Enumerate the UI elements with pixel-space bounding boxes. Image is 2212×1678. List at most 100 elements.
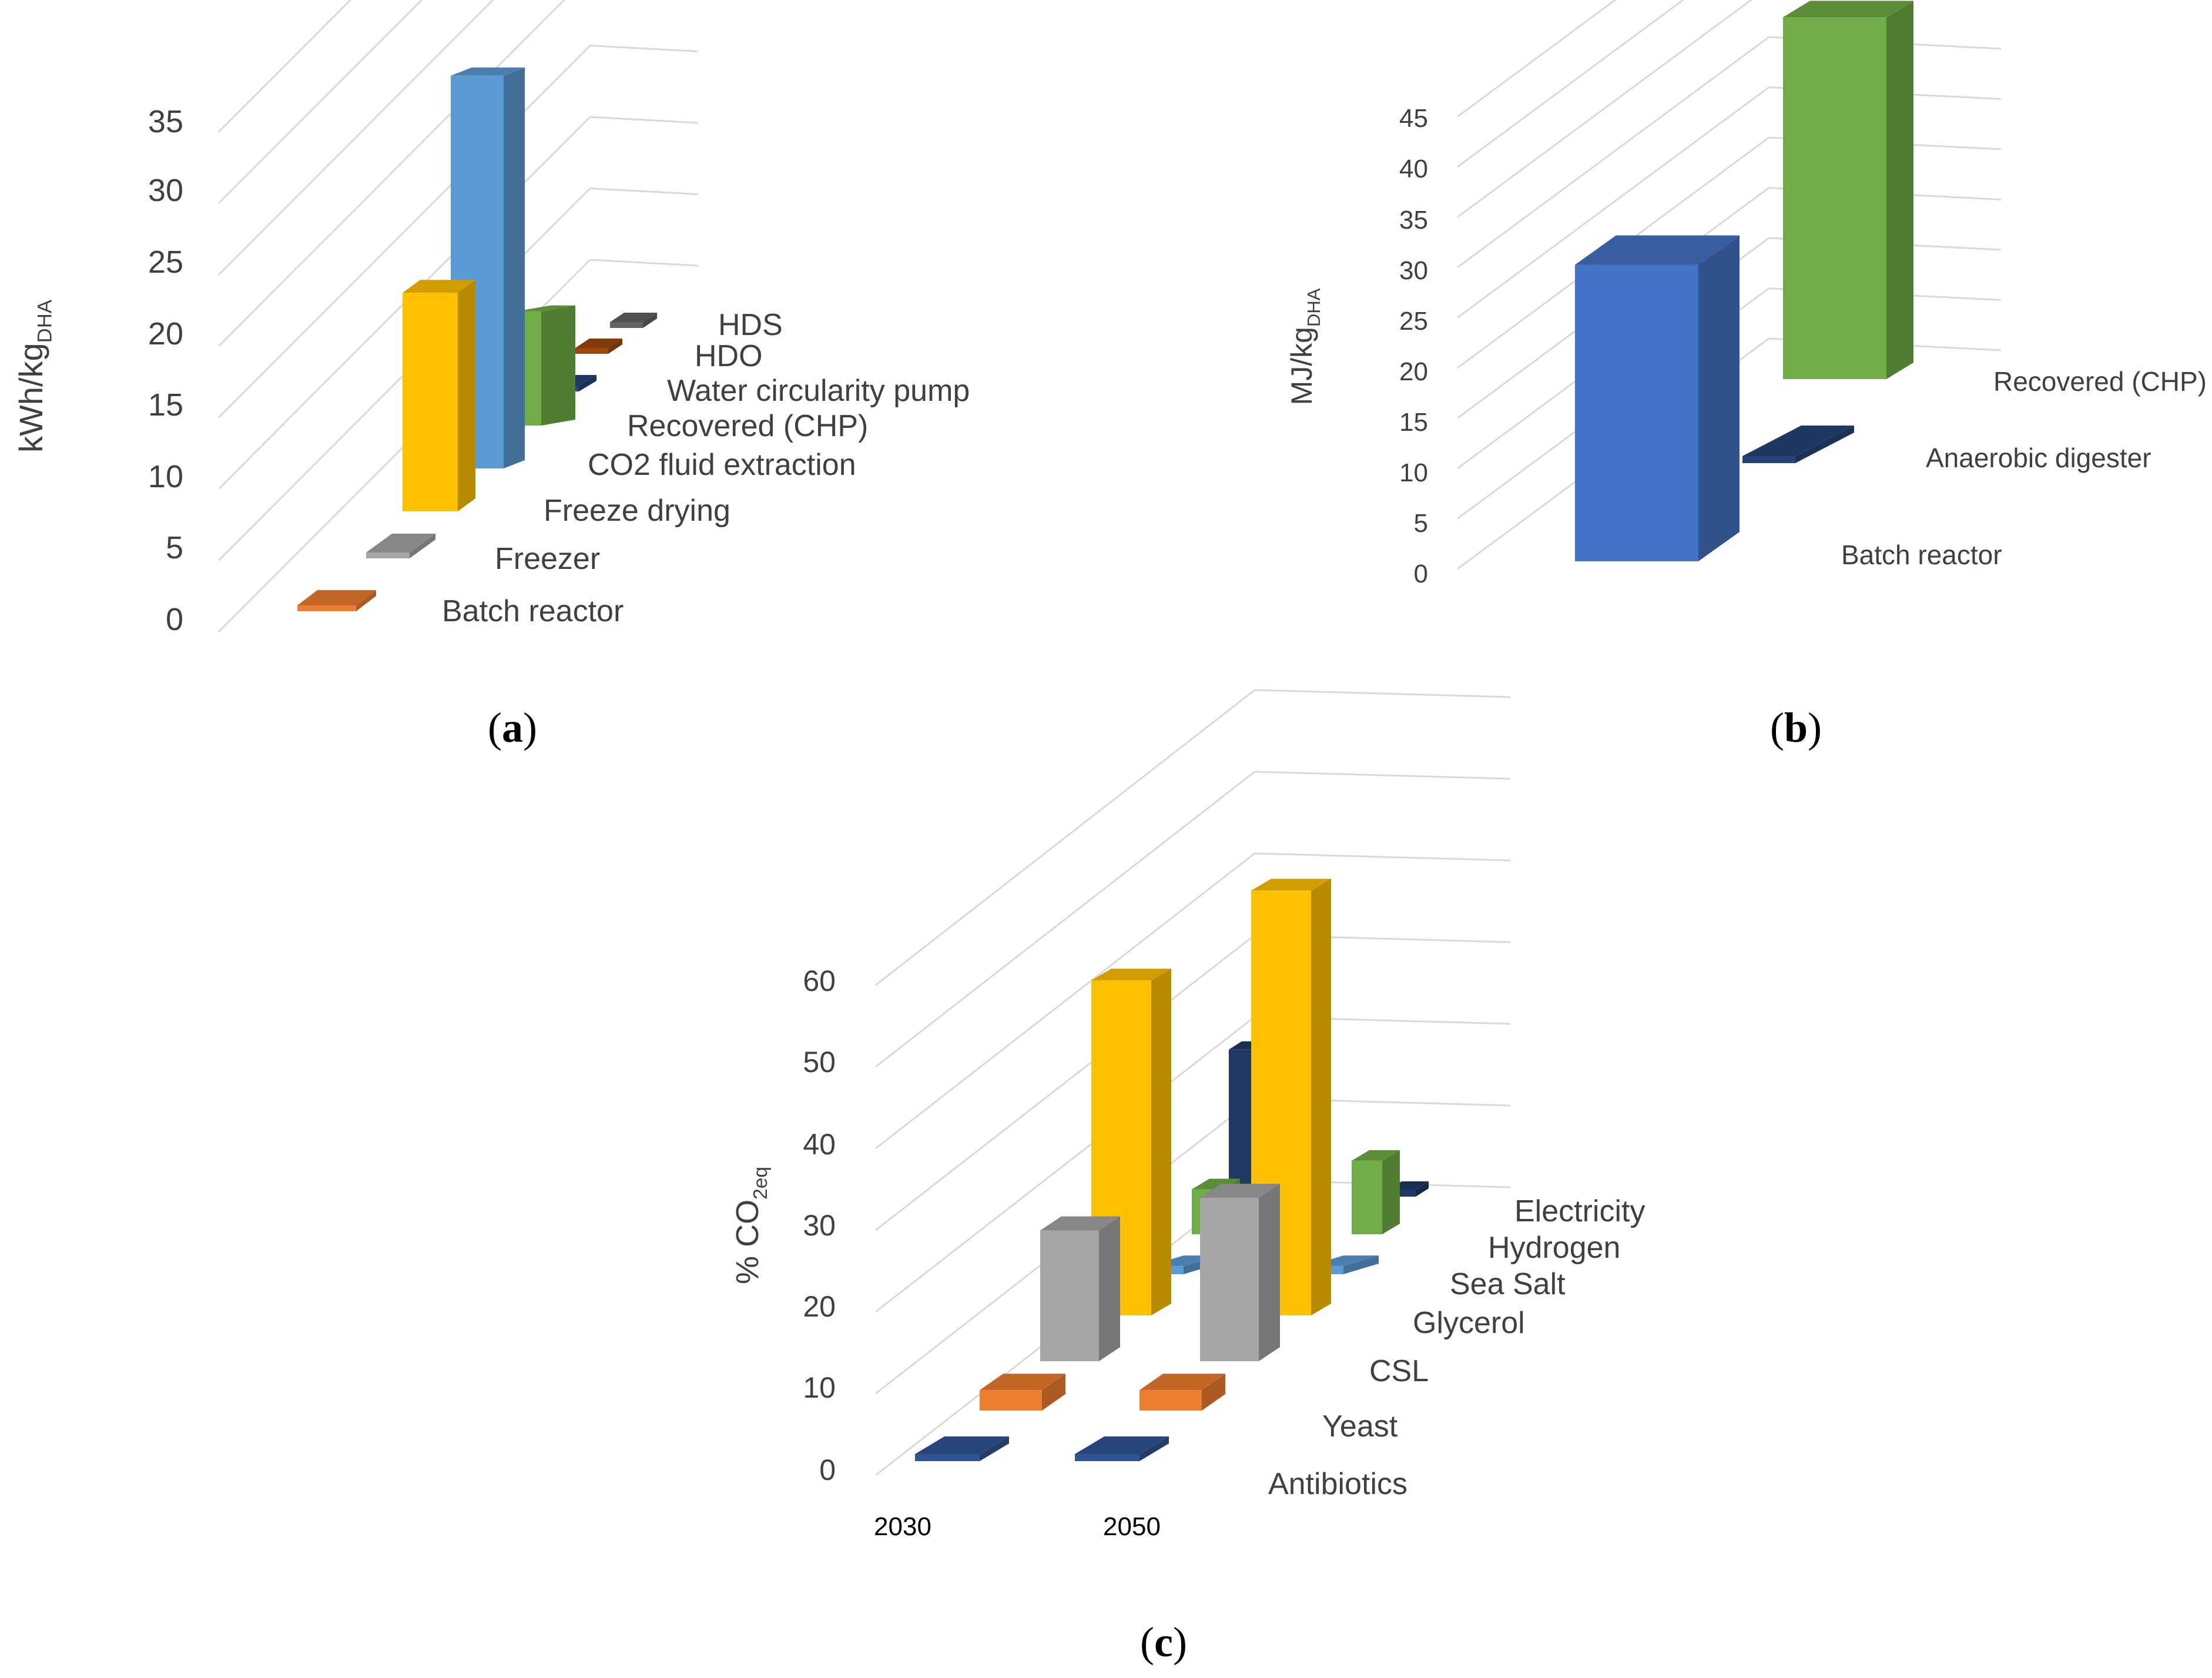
bar-a-7-front bbox=[610, 322, 643, 328]
y-tick-b-25: 25 bbox=[1399, 307, 1428, 336]
category-label-c-5: Hydrogen bbox=[1488, 1231, 1620, 1265]
paren-close: ) bbox=[523, 704, 537, 751]
bar-b-0 bbox=[1575, 235, 1740, 561]
y-tick-a-30: 30 bbox=[148, 173, 183, 208]
paren-open: ( bbox=[488, 704, 502, 751]
y-axis-label-b: MJ/kgDHA bbox=[1285, 288, 1324, 405]
y-axis-label-c-text: % CO bbox=[730, 1200, 765, 1284]
bar-c-2030-2-front bbox=[1040, 1230, 1099, 1361]
y-axis-label-c-subscript: 2eq bbox=[750, 1167, 772, 1200]
y-tick-c-0: 0 bbox=[819, 1453, 836, 1486]
category-label-c-2: CSL bbox=[1369, 1354, 1429, 1388]
bar-b-1-side bbox=[1795, 426, 1854, 463]
bar-b-1-top bbox=[1742, 426, 1854, 456]
bar-c-2050-3-side bbox=[1311, 879, 1331, 1315]
bar-b-2-side bbox=[1886, 1, 1913, 379]
y-tick-c-40: 40 bbox=[803, 1128, 836, 1161]
gridline-a-25 bbox=[217, 0, 494, 276]
gridline-c-back-50 bbox=[1254, 771, 1511, 780]
bar-c-2050-6-side bbox=[1416, 1181, 1429, 1197]
bar-a-1 bbox=[366, 534, 435, 558]
paren-close: ) bbox=[1808, 704, 1822, 751]
bar-b-0-top bbox=[1575, 235, 1740, 265]
category-label-c-6: Electricity bbox=[1514, 1194, 1645, 1228]
bar-a-6-front bbox=[575, 348, 608, 354]
bar-c-2050-5-front bbox=[1352, 1160, 1382, 1234]
bar-c-2030-0-side bbox=[980, 1436, 1009, 1461]
bar-a-6 bbox=[575, 339, 622, 354]
bar-a-0-top bbox=[297, 590, 376, 605]
bar-c-2030-1-top bbox=[980, 1374, 1065, 1391]
y-tick-b-40: 40 bbox=[1399, 155, 1428, 183]
y-tick-a-15: 15 bbox=[148, 387, 183, 423]
bar-a-1-side bbox=[410, 534, 435, 558]
y-tick-c-20: 20 bbox=[803, 1290, 836, 1323]
y-tick-a-0: 0 bbox=[166, 602, 183, 637]
bar-c-2030-3-top bbox=[1091, 969, 1171, 981]
category-label-b-1: Anaerobic digester bbox=[1926, 443, 2151, 473]
panel-letter: a bbox=[502, 704, 523, 751]
bar-b-2-top bbox=[1783, 1, 1913, 18]
y-axis-label-a-subscript: DHA bbox=[34, 299, 56, 343]
bar-c-2050-2-top bbox=[1200, 1184, 1280, 1198]
bar-a-1-front bbox=[366, 552, 410, 558]
y-tick-b-5: 5 bbox=[1414, 509, 1428, 538]
bar-c-2050-4-side bbox=[1343, 1255, 1379, 1274]
y-tick-b-15: 15 bbox=[1399, 408, 1428, 437]
gridline-b-25 bbox=[1457, 86, 1769, 319]
bar-b-0-front bbox=[1575, 264, 1698, 561]
gridline-b-30 bbox=[1457, 36, 1769, 269]
bar-c-2050-0-front bbox=[1075, 1454, 1139, 1461]
bar-c-2050-3 bbox=[1251, 879, 1331, 1315]
bar-a-0 bbox=[297, 590, 376, 611]
y-tick-a-20: 20 bbox=[148, 316, 183, 351]
y-tick-b-0: 0 bbox=[1414, 560, 1428, 588]
bar-c-2030-3 bbox=[1091, 969, 1171, 1315]
y-tick-b-10: 10 bbox=[1399, 458, 1428, 487]
gridline-a-20 bbox=[217, 0, 566, 347]
panel-label-b: (b) bbox=[1770, 704, 1822, 751]
gridline-b-35 bbox=[1457, 0, 1753, 218]
bar-c-2030-2-side bbox=[1099, 1216, 1120, 1361]
bar-c-2030-0 bbox=[915, 1436, 1009, 1461]
bar-a-7-side bbox=[643, 313, 657, 328]
bar-c-2050-1-top bbox=[1139, 1374, 1225, 1391]
bar-c-2030-1-front bbox=[980, 1390, 1042, 1411]
y-axis-label-a-text: kWh/kg bbox=[12, 343, 49, 453]
gridline-a-back-15 bbox=[589, 45, 699, 52]
y-tick-a-5: 5 bbox=[166, 530, 183, 565]
bar-a-4-side bbox=[541, 305, 575, 426]
bar-a-3-top bbox=[451, 67, 525, 76]
gridline-b-45 bbox=[1457, 0, 1617, 118]
category-label-b-2: Recovered (CHP) bbox=[1993, 366, 2207, 397]
y-tick-b-35: 35 bbox=[1399, 206, 1428, 235]
bar-c-2050-5-side bbox=[1382, 1150, 1400, 1234]
bar-b-1 bbox=[1742, 426, 1854, 463]
bar-c-2050-3-top bbox=[1251, 879, 1331, 891]
category-label-c-3: Glycerol bbox=[1413, 1306, 1525, 1340]
gridline-c-40 bbox=[875, 852, 1255, 1150]
y-axis-label-b-subscript: DHA bbox=[1303, 288, 1324, 327]
bar-c-2050-1-front bbox=[1139, 1390, 1202, 1411]
y-tick-a-10: 10 bbox=[148, 459, 183, 494]
bar-a-2 bbox=[403, 280, 475, 511]
y-tick-c-50: 50 bbox=[803, 1046, 836, 1079]
category-label-a-4: Recovered (CHP) bbox=[627, 409, 868, 443]
bar-c-2050-2-side bbox=[1259, 1184, 1280, 1361]
bar-c-2050-1 bbox=[1139, 1374, 1225, 1411]
bar-c-2050-2-front bbox=[1200, 1198, 1259, 1361]
bar-a-1-top bbox=[366, 534, 435, 552]
y-axis-label-c: % CO2eq bbox=[730, 1167, 772, 1284]
bar-c-2030-0-top bbox=[915, 1436, 1009, 1454]
bar-c-2050-0-side bbox=[1139, 1436, 1169, 1461]
category-label-a-6: HDO bbox=[695, 339, 763, 373]
y-tick-a-35: 35 bbox=[148, 104, 183, 139]
category-label-c-0: Antibiotics bbox=[1268, 1467, 1407, 1501]
bar-a-2-side bbox=[458, 280, 475, 511]
gridline-a-back-10 bbox=[589, 116, 699, 124]
paren-close: ) bbox=[1173, 1619, 1187, 1666]
y-axis-label-b-text: MJ/kg bbox=[1285, 327, 1318, 405]
y-tick-b-45: 45 bbox=[1399, 104, 1428, 133]
bar-c-2050-1-side bbox=[1202, 1374, 1225, 1411]
